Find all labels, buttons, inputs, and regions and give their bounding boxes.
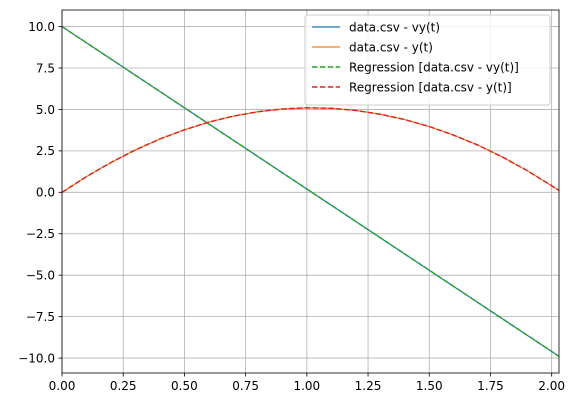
- x-tick-label: 0.25: [110, 379, 137, 393]
- y-tick-label: −10.0: [18, 351, 55, 365]
- y-tick-label: 2.5: [36, 144, 55, 158]
- x-tick-label: 0.75: [232, 379, 259, 393]
- legend-label-2: data.csv - y(t): [349, 40, 433, 54]
- plot-frame: [61, 9, 560, 374]
- axes-frame: [61, 9, 560, 374]
- y-tick-label: −2.5: [26, 227, 55, 241]
- legend: data.csv - vy(t) data.csv - y(t) Regressio…: [304, 14, 551, 106]
- axis-ticks: 0.00 0.25 0.50 0.75 1.00 1.25 1.50 1.75 2.00 10.0…: [18, 20, 565, 393]
- y-tick-label: 10.0: [28, 20, 55, 34]
- y-tick-label: −5.0: [26, 269, 55, 283]
- x-tick-label: 1.50: [416, 379, 443, 393]
- y-tick-label: 5.0: [36, 103, 55, 117]
- y-tick-label: 0.0: [36, 186, 55, 200]
- legend-label-3: Regression [data.csv - vy(t)]: [349, 60, 519, 74]
- x-tick-label: 1.00: [293, 379, 320, 393]
- x-tick-label: 1.25: [355, 379, 382, 393]
- x-tick-label: 0.50: [171, 379, 198, 393]
- series-line-2: [62, 107, 559, 193]
- series-line-4: [62, 107, 559, 193]
- legend-box: [304, 14, 551, 106]
- legend-label-1: data.csv - vy(t): [349, 20, 440, 34]
- legend-label-4: Regression [data.csv - y(t)]: [349, 80, 512, 94]
- x-tick-label: 1.75: [477, 379, 504, 393]
- series-line-1: [62, 26, 559, 357]
- plot-series: [62, 25, 559, 358]
- x-tick-label: 0.00: [49, 379, 76, 393]
- x-tick-label: 2.00: [538, 379, 565, 393]
- y-tick-label: −7.5: [26, 310, 55, 324]
- y-tick-label: 7.5: [36, 61, 55, 75]
